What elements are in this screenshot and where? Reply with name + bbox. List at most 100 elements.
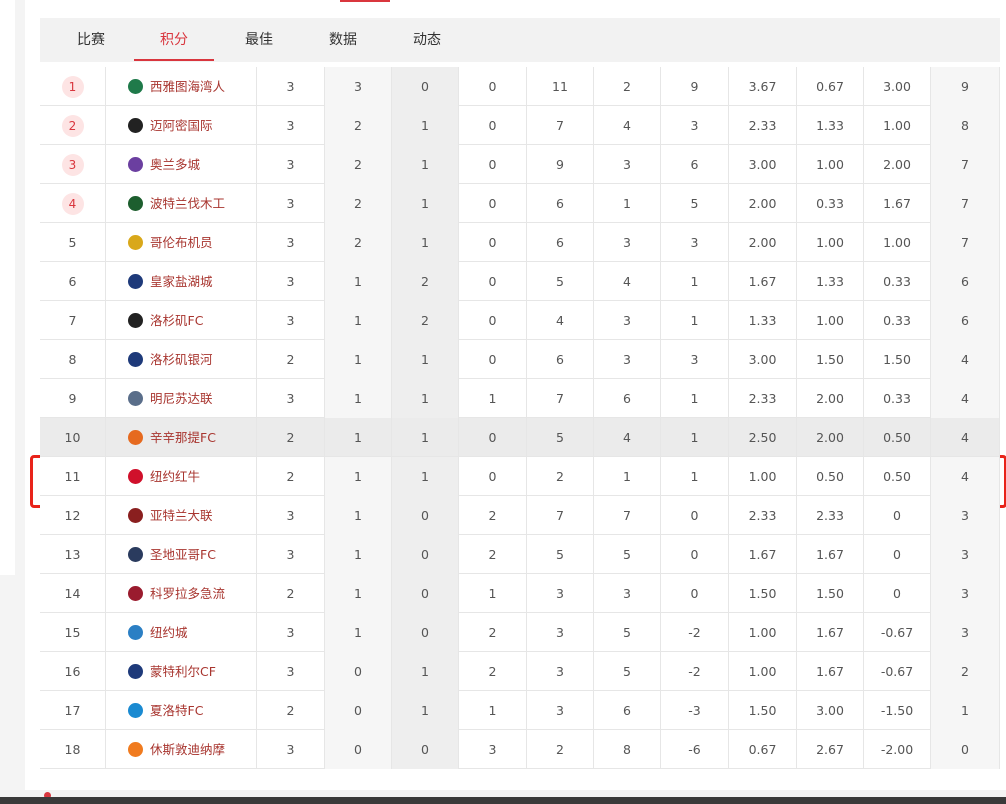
stat-cell: -0.67: [864, 613, 931, 652]
table-row: 12 亚特兰大联 3 1 0 2 7 7 0 2.33 2.33 0 3: [40, 496, 1000, 535]
rank-cell: 10: [40, 418, 106, 457]
stat-cell: 2.33: [729, 496, 797, 535]
stat-cell: 0.33: [864, 379, 931, 418]
team-name[interactable]: 洛杉矶FC: [150, 313, 204, 328]
stat-cell: 0.33: [797, 184, 864, 223]
stat-cell: 4: [931, 418, 1000, 457]
stat-cell: 0: [661, 535, 729, 574]
stat-cell: 0: [459, 223, 527, 262]
team-cell: 波特兰伐木工: [106, 184, 257, 223]
rank-cell: 18: [40, 730, 106, 769]
stat-cell: 1.67: [729, 535, 797, 574]
team-name[interactable]: 休斯敦迪纳摩: [150, 742, 226, 757]
team-name[interactable]: 科罗拉多急流: [150, 586, 226, 601]
stat-cell: 0: [459, 184, 527, 223]
stat-cell: 2: [527, 730, 594, 769]
bottom-bar: [0, 797, 1006, 804]
stat-cell: 0: [392, 574, 459, 613]
tab[interactable]: 比赛: [77, 32, 105, 48]
stat-cell: 4: [931, 379, 1000, 418]
stat-cell: 3: [257, 223, 325, 262]
stat-cell: 4: [594, 418, 661, 457]
stat-cell: 0.50: [797, 457, 864, 496]
rank: 4: [61, 193, 84, 215]
rank-cell: 16: [40, 652, 106, 691]
stat-cell: 3: [594, 223, 661, 262]
team-name[interactable]: 蒙特利尔CF: [150, 664, 216, 679]
rank-cell: 2: [40, 106, 106, 145]
stat-cell: 1.33: [797, 262, 864, 301]
team-name[interactable]: 纽约城: [150, 625, 188, 640]
stat-cell: 2.00: [729, 184, 797, 223]
stat-cell: 1: [392, 106, 459, 145]
team-cell: 皇家盐湖城: [106, 262, 257, 301]
stat-cell: 4: [527, 301, 594, 340]
table-row: 13 圣地亚哥FC 3 1 0 2 5 5 0 1.67 1.67 0 3: [40, 535, 1000, 574]
stat-cell: 9: [661, 67, 729, 106]
rank-cell: 11: [40, 457, 106, 496]
stat-cell: 6: [527, 223, 594, 262]
top-accent: [340, 0, 390, 2]
tab[interactable]: 积分: [160, 32, 188, 48]
team-name[interactable]: 奥兰多城: [150, 157, 201, 172]
team-name[interactable]: 圣地亚哥FC: [150, 547, 216, 562]
tab[interactable]: 最佳: [245, 32, 273, 48]
stat-cell: -2: [661, 613, 729, 652]
stat-cell: 1: [931, 691, 1000, 730]
stat-cell: 0.33: [864, 301, 931, 340]
team-name[interactable]: 皇家盐湖城: [150, 274, 213, 289]
stat-cell: 1.50: [864, 340, 931, 379]
team-name[interactable]: 明尼苏达联: [150, 391, 213, 406]
team-cell: 蒙特利尔CF: [106, 652, 257, 691]
team-name[interactable]: 波特兰伐木工: [150, 196, 226, 211]
team-name[interactable]: 哥伦布机员: [150, 235, 213, 250]
stat-cell: 1.00: [729, 457, 797, 496]
stat-cell: 1: [459, 691, 527, 730]
rank: 3: [61, 154, 84, 176]
team-cell: 圣地亚哥FC: [106, 535, 257, 574]
stat-cell: 2: [257, 340, 325, 379]
team-logo: [128, 625, 143, 640]
team-cell: 夏洛特FC: [106, 691, 257, 730]
team-name[interactable]: 西雅图海湾人: [150, 79, 226, 94]
team-cell: 奥兰多城: [106, 145, 257, 184]
stat-cell: 1: [392, 145, 459, 184]
stat-cell: 0: [864, 574, 931, 613]
stat-cell: 8: [931, 106, 1000, 145]
stat-cell: 3: [257, 613, 325, 652]
table-row: 16 蒙特利尔CF 3 0 1 2 3 5 -2 1.00 1.67 -0.67 2: [40, 652, 1000, 691]
team-name[interactable]: 纽约红牛: [150, 469, 201, 484]
team-name[interactable]: 夏洛特FC: [150, 703, 204, 718]
stat-cell: 2: [392, 301, 459, 340]
stat-cell: 0: [661, 496, 729, 535]
stat-cell: 8: [594, 730, 661, 769]
team-name[interactable]: 洛杉矶银河: [150, 352, 213, 367]
stat-cell: 3: [527, 652, 594, 691]
stat-cell: 2.33: [729, 106, 797, 145]
rank-cell: 4: [40, 184, 106, 223]
team-name[interactable]: 亚特兰大联: [150, 508, 213, 523]
stat-cell: 1: [392, 691, 459, 730]
tab-underline: [134, 59, 214, 61]
rank-cell: 7: [40, 301, 106, 340]
stat-cell: 2: [325, 223, 392, 262]
tab[interactable]: 数据: [329, 32, 357, 48]
stat-cell: 0: [392, 535, 459, 574]
stat-cell: 6: [931, 301, 1000, 340]
team-name[interactable]: 迈阿密国际: [150, 118, 213, 133]
stat-cell: -1.50: [864, 691, 931, 730]
rank-cell: 15: [40, 613, 106, 652]
stat-cell: 2: [392, 262, 459, 301]
stat-cell: 1: [325, 613, 392, 652]
stat-cell: 4: [594, 106, 661, 145]
tab[interactable]: 动态: [413, 32, 441, 48]
stat-cell: 0: [459, 145, 527, 184]
stat-cell: 3.67: [729, 67, 797, 106]
team-name[interactable]: 辛辛那提FC: [150, 430, 216, 445]
stat-cell: 0.67: [729, 730, 797, 769]
stat-cell: 3: [594, 574, 661, 613]
team-logo: [128, 274, 143, 289]
stat-cell: 0: [459, 457, 527, 496]
team-cell: 西雅图海湾人: [106, 67, 257, 106]
table-row: 2 迈阿密国际 3 2 1 0 7 4 3 2.33 1.33 1.00 8: [40, 106, 1000, 145]
